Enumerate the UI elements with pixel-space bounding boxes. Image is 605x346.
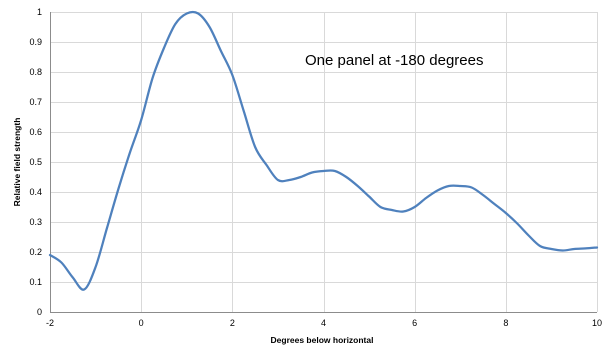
series-layer: [48, 10, 599, 291]
x-tick-label: 10: [592, 318, 602, 328]
y-tick-label: 0.4: [29, 187, 42, 197]
x-tick-label: 6: [412, 318, 417, 328]
y-tick-label: 0.1: [29, 277, 42, 287]
y-axis-label: Relative field strength: [12, 118, 22, 207]
x-tick-label: 2: [230, 318, 235, 328]
y-tick-label: 0.3: [29, 217, 42, 227]
y-tick-label: 1: [37, 7, 42, 17]
y-tick-label: 0: [37, 307, 42, 317]
x-tick-label: -2: [46, 318, 54, 328]
y-tick-label: 0.2: [29, 247, 42, 257]
y-tick-label: 0.5: [29, 157, 42, 167]
x-tick-label: 8: [503, 318, 508, 328]
series-line: [48, 10, 599, 291]
chart-annotation: One panel at -180 degrees: [305, 52, 483, 69]
axis-layer: [50, 12, 597, 313]
x-axis-label: Degrees below horizontal: [271, 335, 374, 345]
tick-labels: 0 0.1 0.2 0.3 0.4 0.5 0.6 0.7 0.8 0.9 1 -2 0 2 4 6 8 10: [29, 7, 602, 328]
y-tick-label: 0.6: [29, 127, 42, 137]
y-tick-label: 0.7: [29, 97, 42, 107]
y-tick-label: 0.8: [29, 67, 42, 77]
grid-layer: [50, 12, 598, 312]
y-tick-label: 0.9: [29, 37, 42, 47]
x-tick-label: 0: [139, 318, 144, 328]
x-tick-label: 4: [321, 318, 326, 328]
